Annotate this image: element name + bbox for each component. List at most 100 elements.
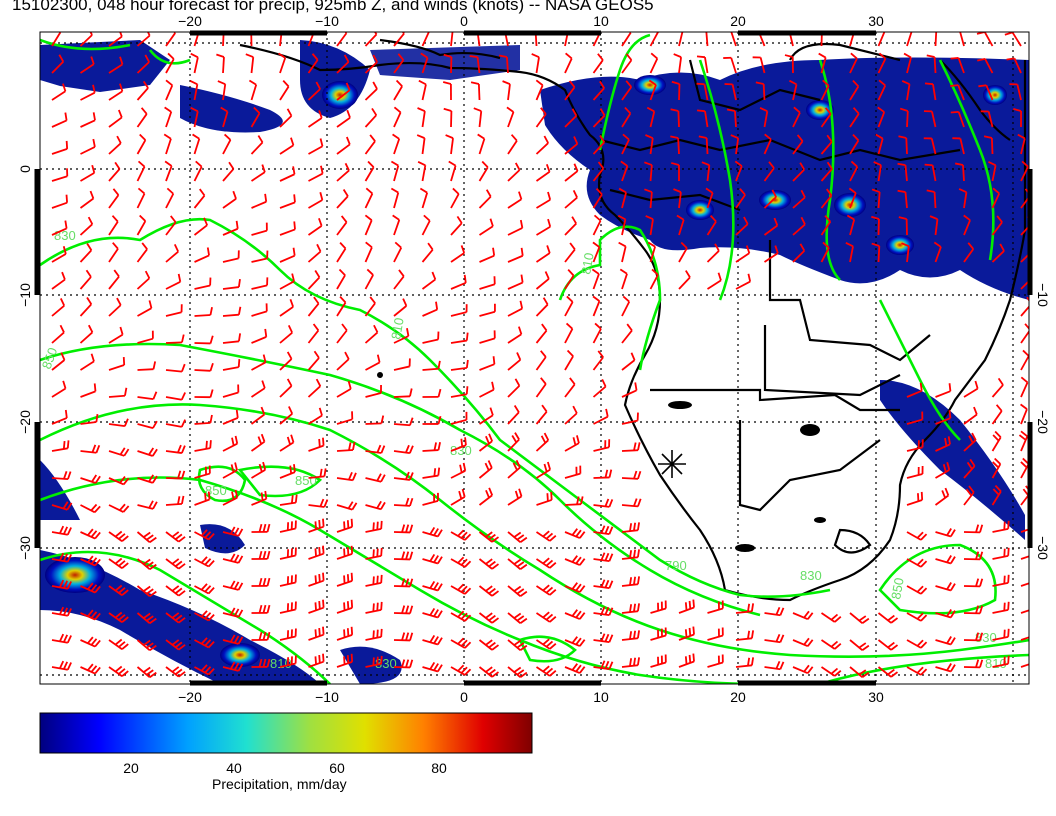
wind-barb-flag (462, 462, 467, 471)
wind-barb-flag (565, 52, 573, 60)
wind-barb (222, 585, 239, 591)
wind-barb (279, 501, 296, 506)
wind-barb-flag (118, 641, 126, 648)
wind-barb-flag (633, 470, 638, 479)
contour-label: 830 (54, 228, 76, 243)
wind-barb (735, 252, 750, 263)
wind-barb-flag (203, 217, 208, 226)
wind-barb (108, 221, 119, 236)
wind-barb-flag (437, 664, 443, 673)
wind-barb (194, 421, 211, 425)
wind-barb (932, 84, 937, 101)
wind-barb-flag (204, 666, 212, 674)
wind-barb-flag (290, 434, 295, 443)
wind-barb-flag (380, 628, 383, 637)
wind-barb (792, 666, 809, 674)
wind-barb (905, 137, 908, 155)
wind-barb (935, 639, 952, 646)
lon-tick-label: 20 (730, 689, 746, 705)
wind-barb-flag (209, 414, 213, 424)
wind-barb-flag (319, 468, 323, 477)
wind-barb (507, 495, 522, 506)
wind-barb-flag (488, 614, 496, 622)
wind-barb-flag (905, 26, 912, 30)
wind-barb-flag (519, 563, 528, 570)
wind-barb-flag (803, 610, 810, 619)
wind-barb-flag (516, 534, 525, 541)
wind-barb-flag (848, 187, 857, 194)
wind-barb-flag (543, 432, 550, 441)
wind-barb (535, 84, 544, 101)
wind-barb-flag (764, 133, 772, 141)
wind-barb-flag (950, 110, 959, 114)
wind-barb (904, 191, 908, 209)
wind-barb-flag (948, 383, 952, 392)
wind-barb-flag (775, 660, 781, 670)
wind-barb-flag (714, 243, 720, 252)
wind-barb-flag (380, 547, 383, 556)
wind-barb (136, 61, 150, 74)
wind-barb-flag (90, 56, 95, 65)
wind-barb-flag (433, 609, 439, 617)
wind-barb-flag (457, 664, 465, 672)
wind-barb-flag (608, 607, 614, 616)
wind-barb (877, 165, 882, 182)
wind-barb-flag (637, 657, 640, 666)
wind-barb (450, 165, 457, 182)
wind-barb-flag (171, 639, 180, 646)
wind-barb-flag (437, 442, 441, 451)
wind-barb (251, 229, 268, 236)
wind-barb-flag (645, 134, 654, 139)
wind-barb-flag (528, 28, 536, 30)
wind-barb-flag (579, 639, 586, 647)
wind-barb-flag (437, 467, 441, 476)
wind-barb-flag (516, 642, 525, 649)
wind-barb-flag (308, 26, 314, 31)
wind-barb-flag (1007, 628, 1010, 637)
wind-barb-flag (871, 242, 880, 247)
lon-tick-label: 0 (460, 689, 468, 705)
wind-barb-flag (566, 349, 574, 357)
wind-barb-flag (181, 470, 186, 479)
wind-barb (678, 276, 691, 290)
wind-barb-flag (994, 430, 1002, 438)
wind-barb (365, 504, 382, 511)
wind-barb (992, 662, 1009, 668)
wind-barb-flag (890, 617, 899, 624)
wind-barb (792, 112, 801, 128)
wind-barb-flag (543, 135, 549, 144)
wind-barb-flag (395, 79, 403, 87)
wind-barb (957, 111, 965, 128)
wind-barb-flag (519, 219, 524, 229)
wind-barb-flag (262, 658, 267, 668)
wind-barb-flag (393, 106, 402, 114)
wind-barb (450, 222, 463, 236)
wind-barb (621, 301, 631, 317)
wind-barb (877, 85, 887, 101)
wind-barb-flag (807, 666, 814, 674)
wind-barb (393, 138, 401, 155)
wind-barb (393, 219, 401, 236)
wind-barb-flag (963, 214, 971, 221)
wind-barb (992, 581, 1009, 587)
wind-barb (365, 392, 382, 398)
wind-barb-flag (237, 636, 244, 645)
wind-barb (820, 247, 830, 263)
wind-barb-flag (546, 461, 551, 470)
wind-barb (991, 165, 997, 182)
wind-barb-flag (941, 490, 946, 499)
wind-barb (792, 168, 805, 182)
wind-barb-flag (800, 216, 806, 225)
wind-barb-flag (465, 359, 469, 369)
wind-barb-flag (146, 534, 154, 541)
wind-barb (478, 138, 486, 155)
wind-barb-flag (229, 526, 236, 535)
wind-barb-flag (94, 505, 101, 513)
wind-barb-flag (485, 489, 490, 499)
lat-tick-label: −30 (1035, 536, 1051, 560)
wind-barb (592, 356, 604, 371)
wind-barb-flag (376, 444, 382, 453)
wind-barb-flag (979, 605, 984, 614)
wind-barb-flag (926, 189, 935, 193)
wind-barb-flag (445, 134, 454, 139)
